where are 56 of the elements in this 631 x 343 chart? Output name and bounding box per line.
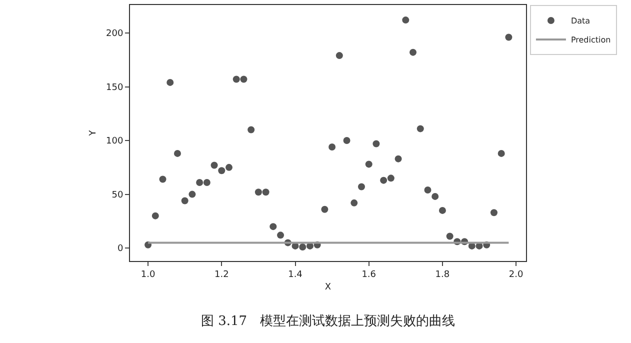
point [358, 183, 365, 190]
point [505, 34, 512, 41]
x-tick-label: 2.0 [508, 270, 524, 280]
y-tick-label: 150 [106, 82, 124, 93]
y-tick-label: 100 [106, 136, 124, 147]
point [424, 186, 432, 194]
point [490, 209, 498, 216]
point [254, 188, 262, 196]
x-tick-label: 1.0 [140, 270, 156, 280]
point [232, 76, 240, 83]
point [174, 150, 181, 157]
point [196, 178, 204, 186]
x-tick-label: 1.2 [214, 270, 229, 280]
point [152, 212, 159, 220]
point [240, 76, 248, 83]
point [226, 164, 232, 171]
point [218, 167, 226, 174]
point [350, 199, 358, 206]
point [203, 178, 210, 186]
x-tick-label: 1.8 [435, 270, 450, 280]
point [343, 137, 350, 144]
point [402, 16, 410, 24]
point [210, 162, 218, 169]
point [336, 52, 343, 60]
caption: 图 3.17 模型在测试数据上预测失败的曲线 [201, 314, 456, 329]
point [387, 174, 394, 182]
point [188, 190, 196, 198]
point [328, 143, 336, 150]
point [166, 78, 174, 86]
point [498, 150, 505, 157]
point [432, 192, 439, 200]
x-tick-label: 1.6 [362, 270, 376, 280]
point [181, 197, 188, 204]
point [438, 206, 446, 214]
y-tick-label: 200 [106, 29, 124, 40]
y-tick-label: 50 [112, 190, 124, 200]
point [299, 244, 306, 251]
point [277, 232, 284, 239]
point [380, 176, 388, 184]
point [262, 188, 270, 196]
point [321, 206, 328, 213]
x-axis-title: X [324, 282, 332, 293]
point [372, 140, 380, 148]
x-tick-label: 1.4 [288, 270, 303, 280]
point [416, 125, 424, 132]
point [365, 160, 372, 168]
y-tick-label: 0 [117, 244, 124, 254]
legend-label: Data [570, 16, 590, 26]
legend-label: Prediction [570, 36, 611, 45]
point [410, 48, 417, 56]
point [270, 223, 277, 230]
point [446, 232, 454, 240]
point [159, 176, 166, 183]
point [394, 155, 402, 162]
point [248, 126, 255, 134]
y-axis-title: Y [88, 130, 98, 137]
